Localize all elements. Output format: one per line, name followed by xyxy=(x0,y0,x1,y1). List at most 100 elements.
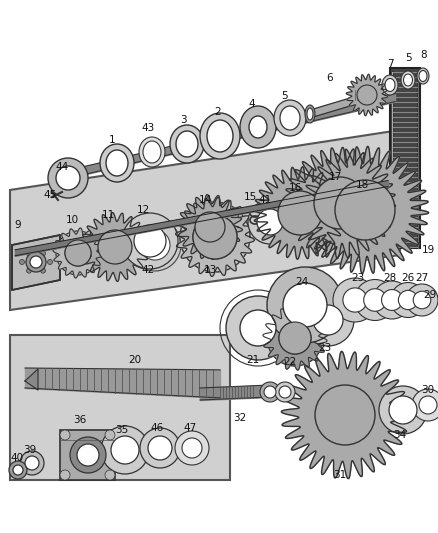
Circle shape xyxy=(13,465,23,475)
Circle shape xyxy=(357,85,377,105)
Circle shape xyxy=(313,305,343,335)
Text: 11: 11 xyxy=(101,210,115,220)
Polygon shape xyxy=(60,430,115,480)
Text: 5: 5 xyxy=(282,91,288,101)
Circle shape xyxy=(354,279,396,320)
Circle shape xyxy=(406,284,438,316)
Circle shape xyxy=(248,200,292,244)
Text: 2: 2 xyxy=(215,107,221,117)
Text: 32: 32 xyxy=(233,413,247,423)
Ellipse shape xyxy=(240,106,276,148)
Ellipse shape xyxy=(307,108,313,120)
Circle shape xyxy=(111,436,139,464)
Text: 17: 17 xyxy=(328,172,342,182)
Text: 1: 1 xyxy=(109,135,115,145)
Text: 29: 29 xyxy=(424,290,437,300)
Polygon shape xyxy=(390,68,420,248)
Polygon shape xyxy=(176,198,254,277)
Polygon shape xyxy=(301,147,429,273)
Ellipse shape xyxy=(382,75,398,95)
Circle shape xyxy=(48,158,88,198)
Circle shape xyxy=(30,256,42,268)
Circle shape xyxy=(65,240,91,266)
Text: 12: 12 xyxy=(136,205,150,215)
Circle shape xyxy=(240,310,276,346)
Circle shape xyxy=(134,225,166,257)
Text: 36: 36 xyxy=(74,415,87,425)
Polygon shape xyxy=(177,195,242,260)
Circle shape xyxy=(20,260,25,264)
Circle shape xyxy=(175,431,209,465)
Ellipse shape xyxy=(170,125,204,163)
Text: 26: 26 xyxy=(401,273,415,283)
Circle shape xyxy=(279,386,291,398)
Ellipse shape xyxy=(305,105,315,123)
Circle shape xyxy=(56,166,80,190)
Circle shape xyxy=(182,438,202,458)
Circle shape xyxy=(148,436,172,460)
Text: 8: 8 xyxy=(420,50,427,60)
Circle shape xyxy=(60,470,70,480)
Ellipse shape xyxy=(274,100,306,136)
Ellipse shape xyxy=(100,144,134,182)
Text: 4: 4 xyxy=(249,99,255,109)
Text: 46: 46 xyxy=(150,423,164,433)
Circle shape xyxy=(373,281,411,319)
Text: 23: 23 xyxy=(351,273,364,283)
Ellipse shape xyxy=(143,141,161,163)
Circle shape xyxy=(413,291,431,309)
Text: 35: 35 xyxy=(115,425,129,435)
Circle shape xyxy=(343,288,367,312)
Circle shape xyxy=(9,461,27,479)
Text: 14: 14 xyxy=(198,195,212,205)
Text: 21: 21 xyxy=(246,355,260,365)
Circle shape xyxy=(70,437,106,473)
Polygon shape xyxy=(346,74,388,116)
Text: 44: 44 xyxy=(55,162,69,172)
Text: 23: 23 xyxy=(318,343,332,353)
Circle shape xyxy=(278,191,322,235)
Polygon shape xyxy=(53,228,103,278)
Circle shape xyxy=(129,219,181,271)
Polygon shape xyxy=(282,351,409,479)
Text: 41: 41 xyxy=(258,195,272,205)
Text: 39: 39 xyxy=(23,445,37,455)
Text: 6: 6 xyxy=(327,73,333,83)
Circle shape xyxy=(25,456,39,470)
Circle shape xyxy=(267,310,323,366)
Ellipse shape xyxy=(207,120,233,152)
Circle shape xyxy=(47,260,53,264)
Circle shape xyxy=(279,322,311,354)
Polygon shape xyxy=(12,235,60,290)
Polygon shape xyxy=(263,306,327,370)
Polygon shape xyxy=(310,92,370,118)
Circle shape xyxy=(40,251,46,256)
Ellipse shape xyxy=(403,74,413,86)
Circle shape xyxy=(226,296,290,360)
Polygon shape xyxy=(284,147,396,259)
Text: 20: 20 xyxy=(128,355,141,365)
Text: 24: 24 xyxy=(295,277,309,287)
Ellipse shape xyxy=(176,131,198,157)
Circle shape xyxy=(333,278,377,322)
Circle shape xyxy=(364,289,386,311)
Circle shape xyxy=(180,202,250,272)
Circle shape xyxy=(379,386,427,434)
Circle shape xyxy=(412,389,438,421)
Text: 22: 22 xyxy=(283,357,297,367)
Circle shape xyxy=(381,289,403,310)
Polygon shape xyxy=(10,130,400,310)
Ellipse shape xyxy=(106,150,128,176)
Circle shape xyxy=(302,294,354,346)
Text: 42: 42 xyxy=(141,265,155,275)
Circle shape xyxy=(77,444,99,466)
Ellipse shape xyxy=(139,137,165,167)
Circle shape xyxy=(193,215,237,259)
Polygon shape xyxy=(254,167,346,259)
Circle shape xyxy=(140,428,180,468)
Text: 47: 47 xyxy=(184,423,197,433)
Text: 9: 9 xyxy=(15,220,21,230)
Circle shape xyxy=(65,240,91,266)
Text: 13: 13 xyxy=(203,265,217,275)
Polygon shape xyxy=(81,213,149,281)
